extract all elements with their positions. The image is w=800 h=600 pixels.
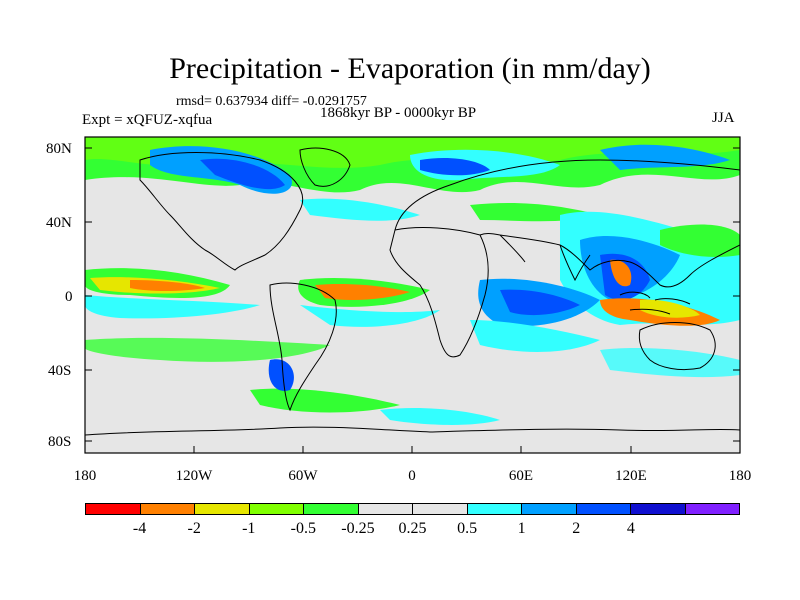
colorbar-box [86,504,141,514]
colorbar-box [522,504,577,514]
stats-text: rmsd= 0.637934 diff= -0.0291757 [176,94,367,109]
colorbar [85,503,740,515]
colorbar-label: -4 [132,520,147,537]
colorbar-label: -0.5 [290,520,316,537]
axis-ticks [85,147,740,453]
colorbar-box [249,504,304,514]
colorbar-box [576,504,631,514]
lat-tick-label: 40S [48,363,71,379]
lat-tick-label: 80S [48,434,71,450]
colorbar-label: 4 [626,520,635,537]
lat-tick-label: 0 [65,289,73,305]
colorbar-label: 2 [572,520,581,537]
colorbar-label: 0.25 [398,520,427,537]
colorbar-box [413,504,468,514]
lon-tick-label: 0 [408,468,416,484]
lat-tick-label: 40N [46,215,72,231]
colorbar-label: -0.25 [341,520,375,537]
field-shading [85,137,740,425]
lon-tick-label: 180 [74,468,97,484]
lon-tick-label: 60W [288,468,318,484]
colorbar-box [685,504,739,514]
colorbar-box [304,504,359,514]
map-title: Precipitation - Evaporation (in mm/day) [169,52,651,85]
lat-tick-label: 80N [46,141,72,157]
lon-tick-label: 120E [615,468,647,484]
coastlines [85,147,740,436]
colorbar-box [467,504,522,514]
lon-tick-label: 180 [729,468,752,484]
colorbar-label: -1 [242,520,256,537]
period-text: 1868kyr BP - 0000kyr BP [320,105,477,121]
colorbar-label: 0.5 [457,520,478,537]
colorbar-label: -2 [187,520,201,537]
lon-tick-label: 60E [509,468,533,484]
colorbar-box [195,504,250,514]
experiment-label: Expt = xQFUZ-xqfua [82,112,213,128]
season-label: JJA [712,110,735,126]
lon-tick-label: 120W [176,468,214,484]
colorbar-label: 1 [517,520,526,537]
colorbar-box [358,504,413,514]
colorbar-box [631,504,686,514]
colorbar-box [140,504,195,514]
